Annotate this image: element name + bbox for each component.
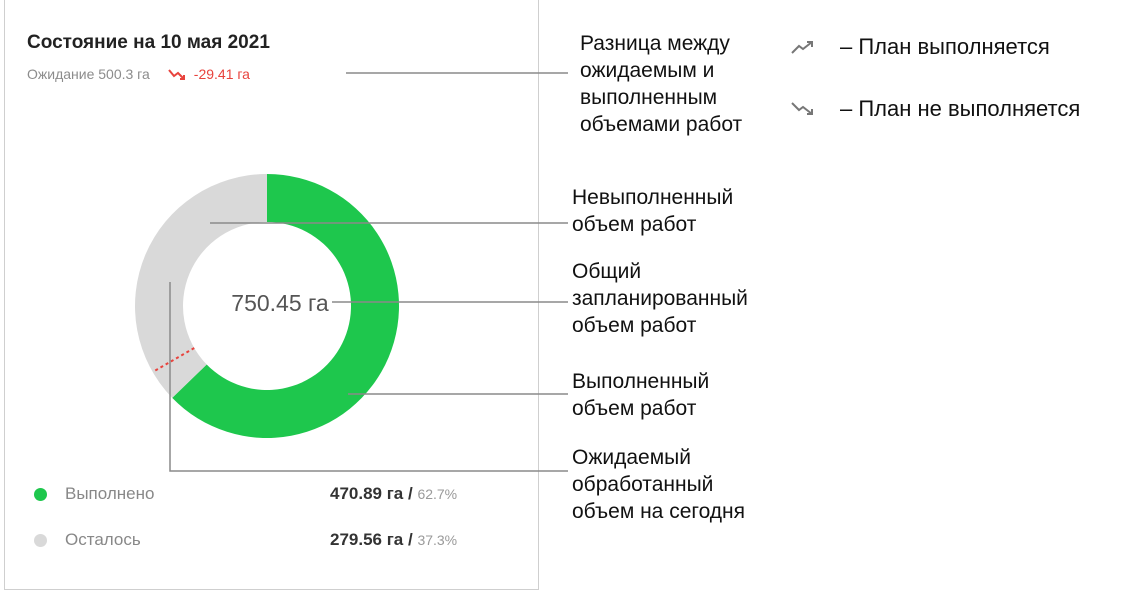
annotation-line: объемами работ [580,113,743,136]
expected-label: Ожидание 500.3 га [27,66,150,82]
annotation-line: объем на сегодня [572,500,746,523]
legend-value-group: 470.89 га / 62.7% [330,484,457,504]
legend-item-done: Выполнено 470.89 га / 62.7% [34,482,514,506]
legend-value: 470.89 га [330,484,404,503]
status-card: Состояние на 10 мая 2021 Ожидание 500.3 … [4,0,539,590]
legend-label: Выполнено [65,484,155,503]
donut-slice-remaining [134,174,267,398]
leader-line-expected [169,282,568,472]
expectation-row: Ожидание 500.3 га -29.41 га [27,66,250,82]
annotation-line: Невыполненный [572,186,734,209]
annotation-line: объем работ [572,314,697,337]
annotation-line: объем работ [572,397,697,420]
annotation-line: ожидаемым и [580,59,715,82]
card-title: Состояние на 10 мая 2021 [27,32,270,53]
trend-up-icon [790,39,820,55]
annotation-line: выполненным [580,86,718,109]
hint-plan-off-track: – План не выполняется [790,96,1080,122]
legend-label: Осталось [65,530,141,549]
annotation-expected: Ожидаемый обработанный объем на сегодня [572,444,745,525]
donut-slice-done [172,174,399,438]
hint-plan-on-track: – План выполняется [790,34,1050,60]
annotation-line: обработанный [572,473,714,496]
legend-item-remaining: Осталось 279.56 га / 37.3% [34,528,514,552]
annotation-line: Общий [572,260,642,283]
expected-marker [152,347,195,373]
legend-percent: 37.3% [417,532,458,548]
hint-text: – План не выполняется [840,96,1081,121]
annotation-line: Ожидаемый [572,446,691,469]
annotation-line: Выполненный [572,370,710,393]
legend-value: 279.56 га [330,530,404,549]
annotation-remaining: Невыполненный объем работ [572,184,733,238]
hint-text: – План выполняется [840,34,1050,59]
annotation-line: запланированный [572,287,748,310]
annotation-done: Выполненный объем работ [572,368,709,422]
delta-value: -29.41 га [193,66,250,82]
legend-value-group: 279.56 га / 37.3% [330,530,457,550]
trend-down-icon [168,67,188,81]
annotation-total: Общий запланированный объем работ [572,258,748,339]
annotation-difference: Разница между ожидаемым и выполненным об… [580,30,742,138]
legend-separator: / [403,530,418,549]
annotation-line: Разница между [580,32,730,55]
legend-dot [34,533,47,547]
legend-dot [34,487,47,501]
trend-down-icon [790,101,820,117]
legend-percent: 62.7% [417,486,458,502]
annotation-line: объем работ [572,213,697,236]
legend-separator: / [403,484,418,503]
total-label: 750.45 га [231,290,329,316]
